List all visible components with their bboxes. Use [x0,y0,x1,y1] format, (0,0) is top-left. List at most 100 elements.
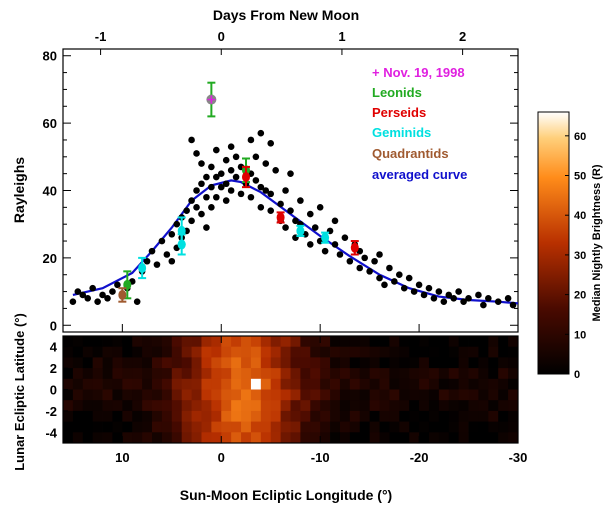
heatmap-cell [330,432,341,444]
heatmap-cell [478,378,489,390]
heatmap-cell [122,346,133,358]
heatmap-cell [63,346,74,358]
data-point [99,291,106,299]
heatmap-cell [468,378,479,390]
heatmap-cell [330,346,341,358]
data-point [163,251,171,258]
data-point [391,278,398,285]
data-point [257,204,265,211]
heatmap-cell [92,410,103,422]
heatmap-cell [280,378,291,390]
data-point [188,217,195,225]
data-point [420,291,428,299]
heatmap-cell [379,432,390,444]
heatmap-cell [508,336,519,348]
heatmap-cell [211,389,222,401]
y-axis-label: Rayleighs [11,157,27,223]
heatmap-cell [428,336,440,348]
heat-y-tick-label: -4 [45,425,57,440]
heatmap-cell [181,432,192,444]
data-point [400,284,408,292]
heatmap-cells [63,336,519,444]
heatmap-cell [339,389,351,401]
heatmap-cell [122,400,133,412]
heatmap-cell [250,336,262,348]
heatmap-cell [63,357,74,369]
heatmap-cell [112,368,123,380]
heatmap-cell [508,389,519,401]
heatmap-cell [171,378,183,390]
heatmap-cell [161,357,173,369]
heatmap-cell [142,378,153,390]
heatmap-cell [498,410,509,422]
heatmap-cell [161,432,173,444]
data-point [267,140,275,147]
heatmap-cell [112,400,123,412]
heatmap-cell [468,357,479,369]
heatmap-cell [419,421,430,433]
heatmap-cell [458,336,469,348]
heatmap-cell [320,432,331,444]
heatmap-cell [270,346,282,358]
data-point [203,193,210,201]
heatmap-cell [379,389,390,401]
heatmap-cell [231,346,242,358]
heatmap-cell [379,336,390,348]
heatmap-cell [132,432,143,444]
data-point [455,288,462,295]
heatmap-cell [112,410,123,422]
heatmap-cell [152,336,163,348]
heatmap-cell [181,368,192,380]
data-point [287,207,294,215]
heatmap-cell [260,389,272,401]
data-point [203,173,210,181]
heatmap-cell [290,346,301,358]
heatmap-cell [359,432,371,444]
heatmap-cell [300,421,311,433]
heatmap-cell [478,400,489,412]
heatmap-cell [419,357,430,369]
heatmap-cell [320,378,331,390]
heatmap-cell [191,421,202,433]
heatmap-cell [102,346,113,358]
x-tick-label: -20 [410,450,429,465]
heatmap-cell [339,378,351,390]
data-point [262,160,270,167]
heatmap-cell [290,400,301,412]
heatmap-cell [102,421,113,433]
heatmap-cell [300,378,311,390]
heatmap-cell [260,346,272,358]
heatmap-cell [241,346,252,358]
heatmap-cell [241,432,252,444]
data-point [89,284,96,292]
heatmap-cell [260,432,272,444]
heatmap-plot: 10 0 -10 -20 -30 4 2 0 -2 -4 [45,335,528,465]
heatmap-cell [458,357,469,369]
data-point [252,153,260,161]
data-point [331,217,339,225]
heatmap-cell [191,389,202,401]
heatmap-cell [211,410,222,422]
data-point [485,295,492,302]
heatmap-cell [320,368,331,380]
heatmap-cell [211,378,222,390]
heatmap-cell [270,336,282,348]
data-point [213,146,220,154]
heatmap-cell [428,432,440,444]
data-point [381,281,388,289]
x-tick-label: -30 [509,450,528,465]
heatmap-cell [270,421,282,433]
heatmap-cell [310,346,321,358]
main-plot-frame [62,48,519,333]
heatmap-cell [339,400,351,412]
heatmap-cell [231,410,242,422]
heatmap-cell [468,410,479,422]
heatmap-cell [72,410,84,422]
heatmap-cell [448,389,460,401]
heatmap-cell [241,410,252,422]
heatmap-cell [270,357,282,369]
heatmap-cell [142,336,153,348]
heatmap-cell [369,378,380,390]
heatmap-cell [72,357,84,369]
data-point [222,180,230,188]
